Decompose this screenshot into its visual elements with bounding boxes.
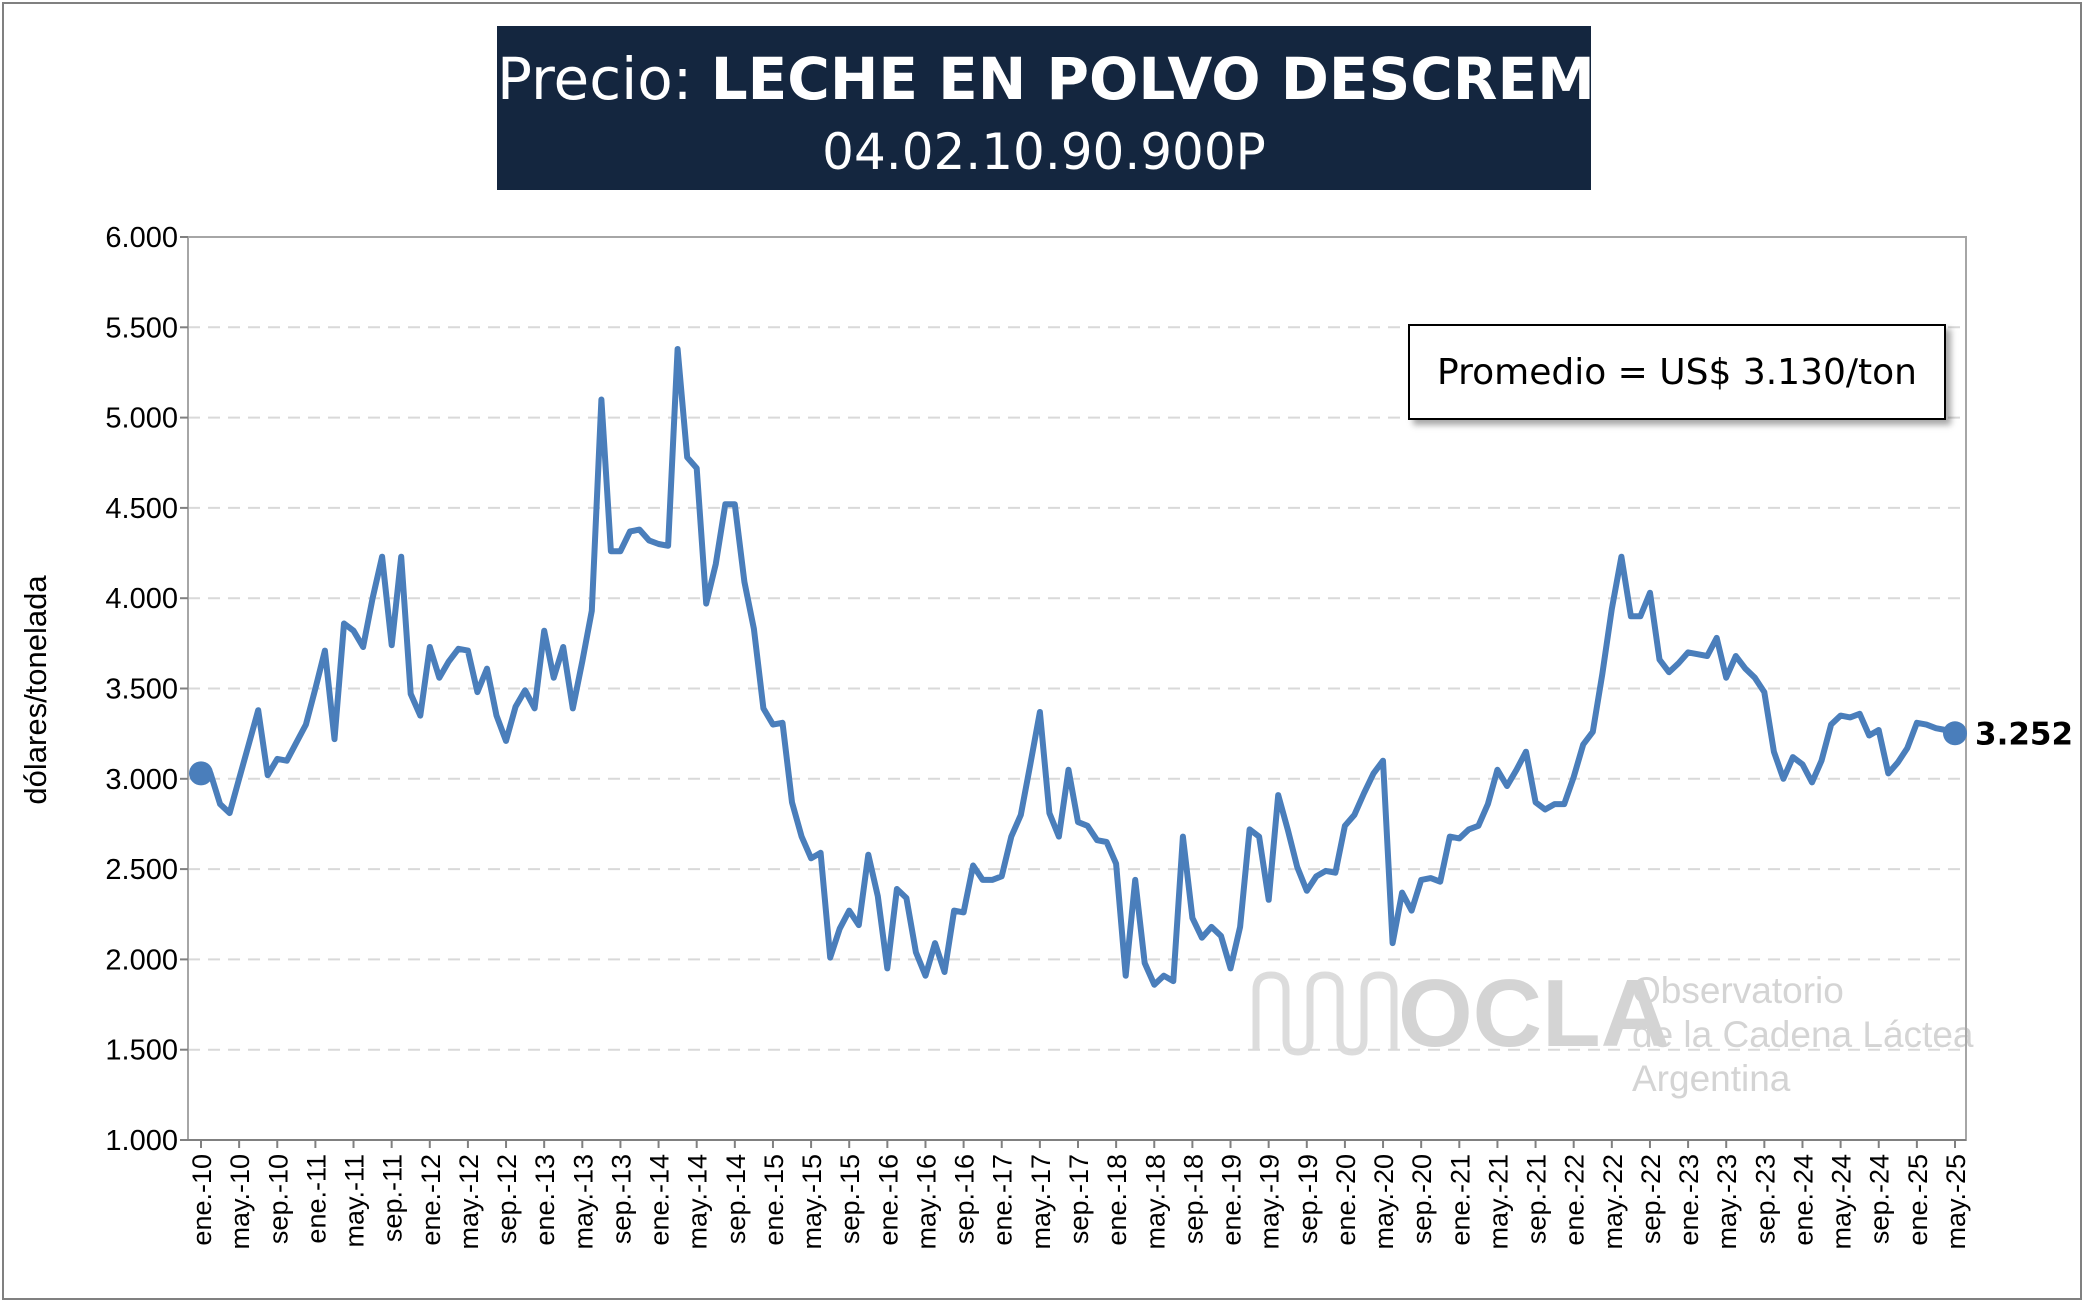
y-tick-label: 6.000 — [105, 222, 178, 254]
x-tick-label: ene.-14 — [645, 1154, 675, 1246]
chart-title: Precio: LECHE EN POLVO DESCREMADA — [497, 44, 1733, 114]
title-banner: Precio: LECHE EN POLVO DESCREMADA 04.02.… — [497, 26, 1733, 190]
logo-line2: de la Cadena Láctea — [1632, 1014, 1974, 1055]
series-line — [201, 346, 1956, 988]
y-axis-ticks: 1.000 1.500 2.000 2.500 3.000 3.500 4.000 4.500… — [105, 222, 188, 1157]
ocla-logo-icon — [1252, 971, 1398, 1056]
x-tick-label: may.-18 — [1140, 1154, 1170, 1250]
x-tick-label: may.-14 — [683, 1154, 713, 1250]
x-tick-label: sep.-18 — [1178, 1154, 1208, 1244]
x-tick-label: ene.-11 — [301, 1154, 331, 1244]
logo-line3: Argentina — [1632, 1058, 1791, 1099]
x-tick-label: may.-22 — [1598, 1154, 1628, 1250]
x-tick-label: ene.-17 — [988, 1154, 1018, 1246]
logo-brand: OCLA — [1398, 960, 1670, 1067]
y-tick-label: 3.500 — [105, 674, 178, 706]
x-tick-label: may.-19 — [1255, 1154, 1285, 1250]
series-group — [189, 346, 1967, 988]
x-tick-label: ene.-10 — [187, 1154, 217, 1246]
x-tick-label: may.-16 — [911, 1154, 941, 1250]
x-tick-label: ene.-15 — [759, 1154, 789, 1246]
x-tick-label: sep.-24 — [1865, 1154, 1895, 1244]
title-product: LECHE EN POLVO DESCREMADA — [710, 45, 1733, 113]
x-tick-label: sep.-15 — [835, 1154, 865, 1244]
x-tick-label: ene.-22 — [1560, 1154, 1590, 1246]
x-tick-label: may.-25 — [1941, 1154, 1971, 1250]
ocla-watermark-logo: OCLA Observatorio de la Cadena Láctea Ar… — [1252, 960, 1974, 1099]
x-tick-label: may.-10 — [225, 1154, 255, 1250]
y-tick-label: 5.500 — [105, 312, 178, 344]
x-tick-label: ene.-16 — [873, 1154, 903, 1246]
x-tick-label: sep.-11 — [378, 1154, 408, 1242]
x-tick-label: may.-21 — [1483, 1154, 1513, 1250]
x-tick-label: sep.-23 — [1750, 1154, 1780, 1244]
y-tick-label: 4.000 — [105, 583, 178, 615]
start-point-marker — [189, 761, 213, 786]
x-tick-label: sep.-12 — [492, 1154, 522, 1244]
x-tick-label: may.-20 — [1369, 1154, 1399, 1250]
logo-line1: Observatorio — [1632, 970, 1844, 1011]
chart-subtitle-code: 04.02.10.90.900P — [822, 123, 1266, 181]
x-tick-label: ene.-13 — [530, 1154, 560, 1246]
y-tick-label: 4.500 — [105, 493, 178, 525]
x-tick-label: may.-11 — [340, 1154, 370, 1248]
y-tick-label: 5.000 — [105, 403, 178, 435]
x-tick-label: ene.-24 — [1788, 1154, 1818, 1246]
x-tick-label: sep.-16 — [950, 1154, 980, 1244]
x-tick-label: may.-13 — [568, 1154, 598, 1250]
x-tick-label: ene.-18 — [1102, 1154, 1132, 1246]
y-tick-label: 1.500 — [105, 1035, 178, 1067]
end-value-label: 3.252 — [1975, 716, 2073, 752]
y-tick-label: 1.000 — [105, 1125, 178, 1157]
x-tick-label: may.-23 — [1712, 1154, 1742, 1250]
x-tick-label: ene.-12 — [416, 1154, 446, 1246]
x-tick-label: may.-24 — [1827, 1154, 1857, 1250]
y-tick-label: 2.500 — [105, 854, 178, 886]
x-tick-label: sep.-17 — [1064, 1154, 1094, 1244]
y-tick-label: 3.000 — [105, 764, 178, 796]
x-tick-label: sep.-10 — [263, 1154, 293, 1244]
x-tick-label: ene.-19 — [1217, 1154, 1247, 1246]
x-tick-label: ene.-21 — [1445, 1154, 1475, 1246]
x-axis-ticks: ene.-10 may.-10 sep.-10 ene.-11 may.-11 sep.-… — [187, 1140, 1971, 1250]
x-tick-label: sep.-13 — [606, 1154, 636, 1244]
x-tick-label: ene.-23 — [1674, 1154, 1704, 1246]
x-tick-label: ene.-20 — [1331, 1154, 1361, 1246]
y-tick-label: 2.000 — [105, 944, 178, 976]
y-axis-label: dólares/tonelada — [18, 575, 53, 805]
x-tick-label: sep.-22 — [1636, 1154, 1666, 1244]
x-tick-label: may.-17 — [1026, 1154, 1056, 1250]
x-tick-label: may.-15 — [797, 1154, 827, 1250]
x-tick-label: sep.-20 — [1407, 1154, 1437, 1244]
title-prefix: Precio: — [497, 45, 711, 113]
x-tick-label: may.-12 — [454, 1154, 484, 1250]
grid-lines — [188, 326, 1966, 1051]
end-point-marker — [1943, 721, 1967, 746]
x-tick-label: ene.-25 — [1903, 1154, 1933, 1246]
x-tick-label: sep.-19 — [1293, 1154, 1323, 1244]
average-box: Promedio = US$ 3.130/ton — [1408, 324, 1946, 420]
x-tick-label: sep.-21 — [1522, 1154, 1552, 1244]
x-tick-label: sep.-14 — [721, 1154, 751, 1244]
